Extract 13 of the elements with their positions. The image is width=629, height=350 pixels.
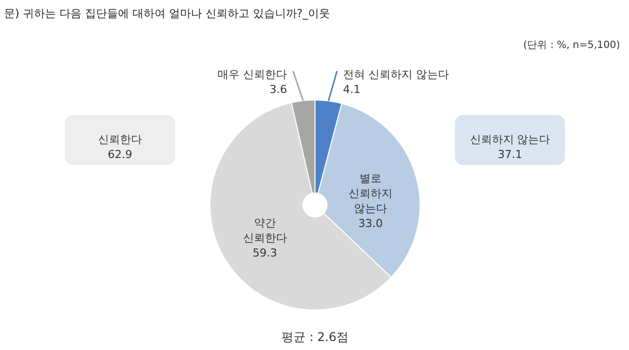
text: 신뢰하지 않는다 37.1 (470, 133, 550, 161)
data-label: 3.6 (270, 83, 287, 96)
text: (단위 : %, n=5,100) (523, 40, 620, 51)
slice-label: 매우 신뢰한다 (218, 68, 287, 81)
text: 신뢰한다 62.9 (98, 133, 142, 161)
chart-title: 문) 귀하는 다음 집단들에 대하여 얼마나 신뢰하고 있습니까?_이웃 (4, 7, 330, 20)
slice-label: 약간 신뢰한다 (242, 216, 287, 245)
data-label: 59.3 (252, 246, 278, 260)
text: 평균 : 2.6점 (282, 330, 348, 344)
data-label: 4.1 (343, 83, 360, 96)
data-label: 33.0 (358, 217, 383, 230)
slice-label: 전혀 신뢰하지 않는다 (343, 68, 449, 81)
slice-label: 별로 신뢰하지 않는다 (348, 172, 393, 216)
